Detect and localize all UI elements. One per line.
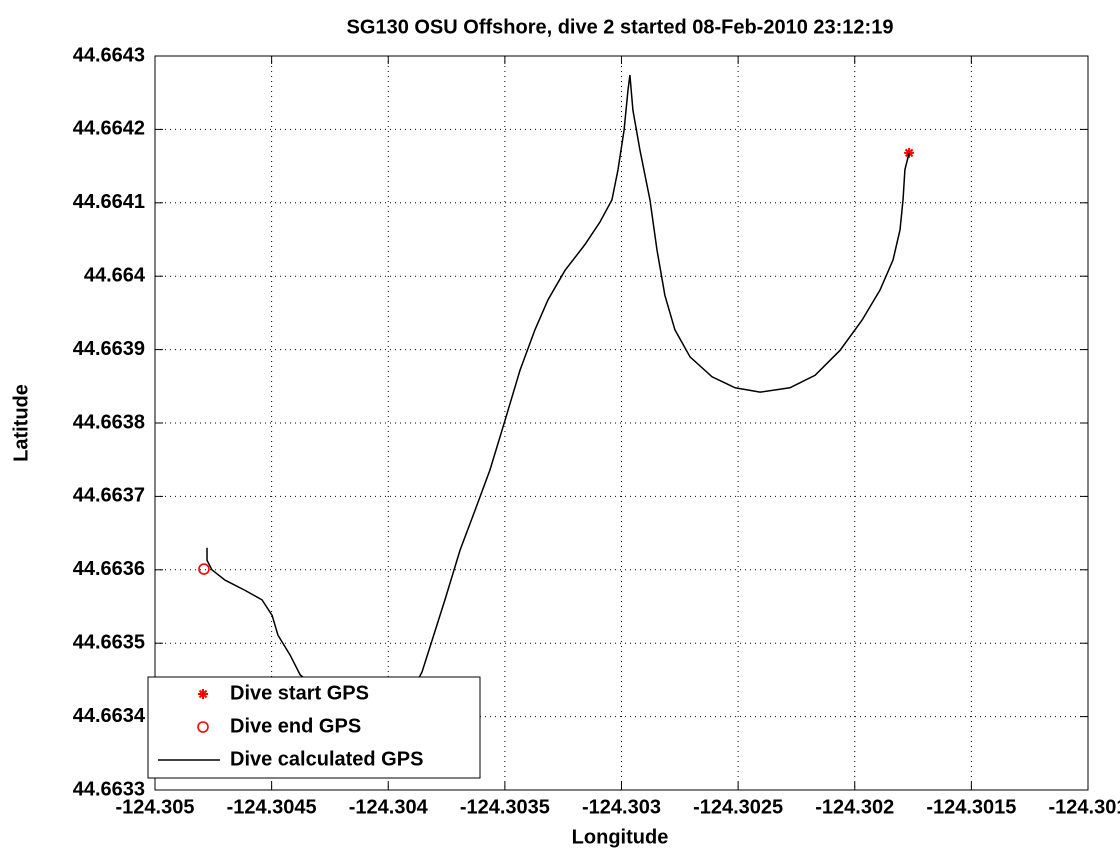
x-tick-label: -124.303	[582, 796, 661, 818]
marker	[198, 689, 208, 699]
y-tick-label: 44.6642	[73, 118, 145, 140]
y-tick-label: 44.6636	[73, 558, 145, 580]
legend-label: Dive calculated GPS	[230, 748, 423, 770]
x-tick-label: -124.3035	[460, 796, 550, 818]
x-tick-label: -124.304	[349, 796, 429, 818]
y-tick-label: 44.6641	[73, 191, 145, 213]
x-tick-label: -124.3045	[227, 796, 317, 818]
y-tick-label: 44.6639	[73, 338, 145, 360]
marker	[197, 721, 209, 733]
legend-label: Dive end GPS	[230, 715, 361, 737]
chart-title: SG130 OSU Offshore, dive 2 started 08-Fe…	[347, 16, 894, 38]
y-tick-label: 44.664	[84, 264, 146, 286]
x-tick-label: -124.305	[116, 796, 195, 818]
x-tick-label: -124.301	[1049, 796, 1120, 818]
x-axis-label: Longitude	[572, 826, 669, 848]
y-tick-label: 44.6633	[73, 778, 145, 800]
y-tick-label: 44.6635	[73, 631, 145, 653]
track-line	[206, 74, 910, 711]
y-tick-label: 44.6634	[73, 705, 146, 727]
marker	[198, 563, 210, 575]
y-axis-label: Latitude	[10, 384, 32, 462]
axes-box	[154, 55, 1089, 791]
legend-label: Dive start GPS	[230, 682, 369, 704]
x-tick-label: -124.302	[815, 796, 894, 818]
y-tick-label: 44.6637	[73, 485, 145, 507]
y-tick-label: 44.6643	[73, 44, 145, 66]
x-tick-label: -124.3015	[926, 796, 1016, 818]
x-tick-label: -124.3025	[693, 796, 783, 818]
y-tick-label: 44.6638	[73, 411, 145, 433]
